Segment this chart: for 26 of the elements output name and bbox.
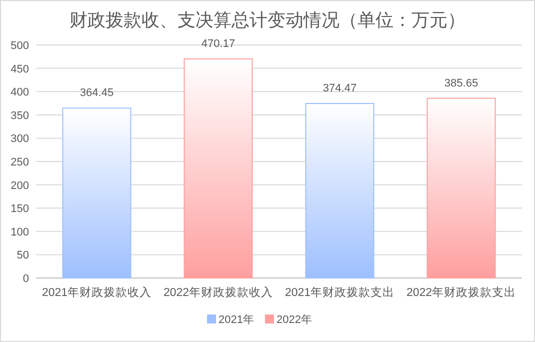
y-tick-label: 500 <box>10 40 29 52</box>
y-tick-label: 50 <box>16 250 29 262</box>
y-tick-label: 400 <box>10 86 29 99</box>
y-tick-label: 250 <box>10 156 29 168</box>
data-label: 364.45 <box>80 87 114 100</box>
legend-label: 2021年 <box>218 314 254 326</box>
bar <box>426 98 496 278</box>
x-tick-label: 2022年财政拨款支出 <box>406 286 516 299</box>
bar <box>62 108 132 278</box>
y-tick-label: 0 <box>22 273 29 285</box>
bar <box>305 102 374 278</box>
x-tick-label: 2021年财政拨款收入 <box>42 285 152 299</box>
y-tick-label: 100 <box>10 226 29 238</box>
chart-title: 财政拨款收、支决算总计变动情况（单位：万元） <box>70 10 466 30</box>
y-tick-label: 300 <box>10 133 29 146</box>
y-tick-label: 450 <box>10 63 29 76</box>
y-tick-label: 150 <box>10 203 29 216</box>
x-tick-label: 2022年财政拨款收入 <box>163 285 274 299</box>
x-tick-label: 2021年财政拨款支出 <box>284 286 395 299</box>
legend-label: 2022年 <box>276 314 312 326</box>
data-label: 374.47 <box>322 82 357 94</box>
bar <box>184 58 253 278</box>
data-label: 385.65 <box>444 77 478 90</box>
y-tick-label: 200 <box>10 180 29 192</box>
y-tick-label: 350 <box>10 110 29 122</box>
data-label: 470.17 <box>201 38 236 50</box>
